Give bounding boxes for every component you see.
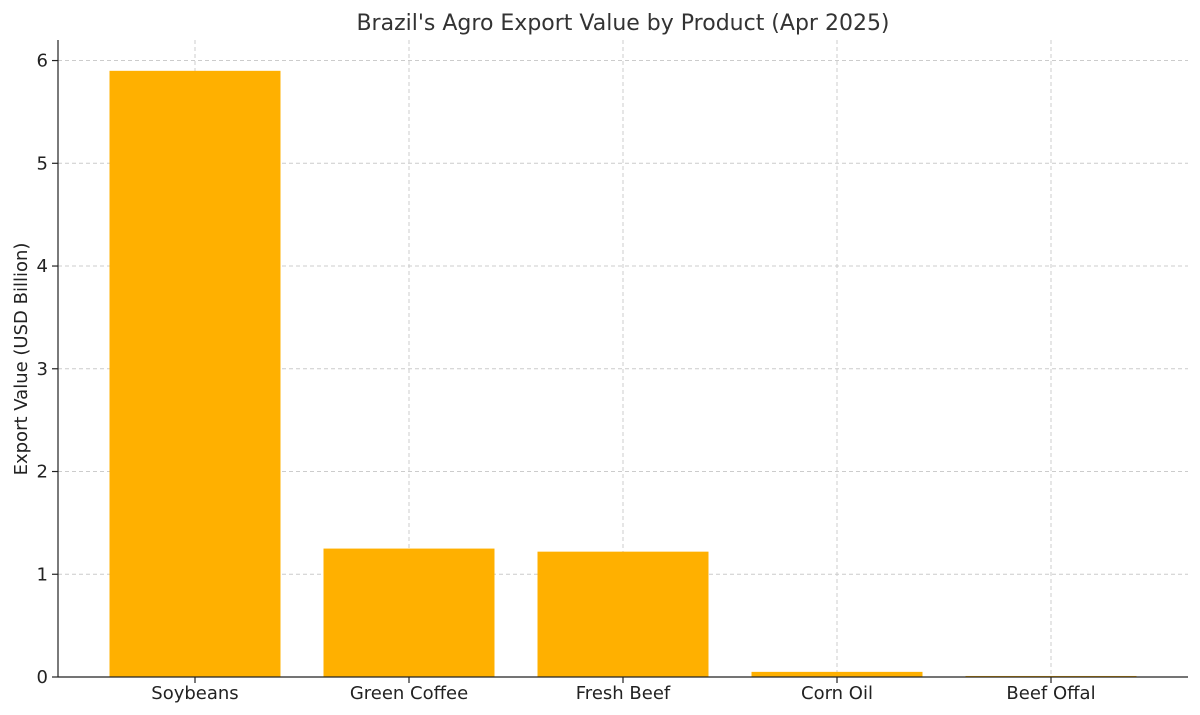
y-tick-label: 3 [37, 359, 48, 380]
x-tick-label: Corn Oil [801, 683, 873, 704]
x-ticks: Soybeans Green Coffee Fresh Beef Corn Oil Be… [151, 677, 1096, 704]
y-tick-label: 4 [37, 256, 48, 277]
y-tick-label: 2 [37, 462, 48, 483]
y-tick-label: 6 [37, 51, 48, 72]
bar-green-coffee [323, 548, 495, 677]
bar-corn-oil [751, 671, 923, 677]
y-ticks: 0 1 2 3 4 5 6 [37, 51, 58, 688]
y-tick-label: 5 [37, 153, 48, 174]
x-tick-label: Fresh Beef [576, 683, 671, 704]
bars [109, 70, 1137, 678]
bar-fresh-beef [537, 551, 709, 677]
y-tick-label: 0 [37, 667, 48, 688]
x-tick-label: Soybeans [151, 683, 238, 704]
y-tick-label: 1 [37, 564, 48, 585]
x-tick-label: Beef Offal [1006, 683, 1095, 704]
y-axis-label: Export Value (USD Billion) [11, 243, 32, 476]
x-tick-label: Green Coffee [350, 683, 468, 704]
bar-soybeans [109, 70, 281, 678]
chart-title: Brazil's Agro Export Value by Product (A… [356, 11, 889, 36]
